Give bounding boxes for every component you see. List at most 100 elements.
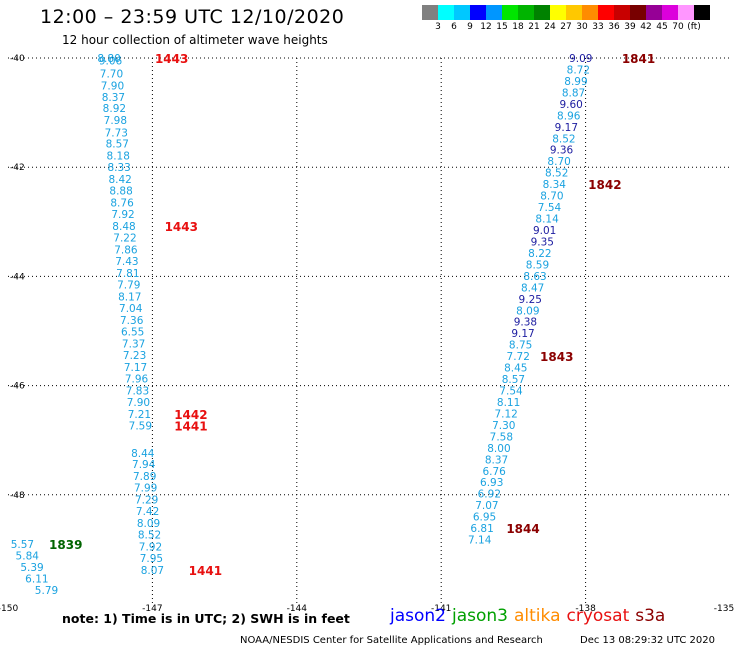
- swh-label: 7.37: [122, 339, 145, 351]
- time-label: 1839: [49, 538, 82, 552]
- swh-label: 8.70: [540, 191, 563, 203]
- y-tick-label: -46: [10, 382, 25, 392]
- color-scale-label: 27: [560, 22, 572, 32]
- swh-label: 7.54: [538, 202, 562, 214]
- color-swatch: [470, 5, 486, 20]
- swh-label: 5.39: [20, 562, 43, 574]
- swh-label: 8.99: [564, 76, 587, 88]
- color-scale-label: 33: [592, 22, 604, 32]
- swh-label: 7.04: [119, 303, 143, 315]
- y-tick-label: -48: [10, 491, 25, 501]
- color-swatch: [502, 5, 518, 20]
- swh-label: 7.83: [126, 386, 149, 398]
- swh-label: 9.36: [550, 145, 574, 157]
- swh-label: 9.06: [99, 56, 123, 68]
- color-scale-label: 45: [656, 22, 668, 32]
- color-scale-label: 36: [608, 22, 620, 32]
- swh-label: 7.21: [128, 409, 151, 421]
- swh-label: 7.90: [127, 397, 150, 409]
- color-scale-label: 24: [544, 22, 556, 32]
- swh-label: 8.00: [487, 443, 510, 455]
- swh-label: 9.17: [511, 328, 534, 340]
- swh-label: 8.47: [521, 282, 544, 294]
- swh-label: 7.36: [120, 315, 144, 327]
- y-tick-label: -44: [10, 272, 25, 282]
- swh-label: 8.52: [545, 168, 568, 180]
- swh-label: 7.07: [475, 500, 498, 512]
- color-scale-label: 70: [672, 22, 684, 32]
- color-scale-label: 21: [528, 22, 540, 32]
- x-tick-label: -147: [142, 604, 162, 614]
- y-tick-label: -40: [10, 54, 25, 64]
- swh-label: 7.54: [499, 386, 523, 398]
- swh-label: 8.45: [504, 363, 527, 375]
- swh-label: 8.37: [102, 92, 125, 104]
- swh-label: 8.57: [106, 139, 129, 151]
- swh-label: 5.84: [16, 550, 40, 562]
- swh-label: 6.93: [480, 477, 503, 489]
- swh-label: 6.92: [478, 489, 501, 501]
- color-swatch: [646, 5, 662, 20]
- color-swatch: [566, 5, 582, 20]
- satellite-legend: jason2 jason3 altika cryosat s3a: [390, 606, 671, 626]
- color-scale-label: 15: [496, 22, 508, 32]
- swh-label: 7.99: [134, 483, 157, 495]
- color-scale-label: 30: [576, 22, 588, 32]
- swh-label: 8.52: [138, 530, 161, 542]
- swh-label: 8.44: [131, 448, 155, 460]
- color-swatch: [614, 5, 630, 20]
- swh-label: 7.23: [123, 350, 146, 362]
- x-tick-label: -141: [431, 604, 451, 614]
- swh-label: 7.86: [114, 245, 138, 257]
- swh-label: 7.43: [115, 256, 138, 268]
- swh-label: 7.73: [105, 127, 128, 139]
- swh-label: 8.72: [567, 64, 590, 76]
- color-scale-unit: (ft): [687, 22, 701, 32]
- swh-label: 8.59: [526, 259, 549, 271]
- swh-label: 8.11: [497, 397, 520, 409]
- time-label: 1442: [174, 408, 207, 422]
- swh-label: 9.09: [569, 53, 592, 65]
- swh-label: 7.90: [101, 80, 124, 92]
- satellite-legend-altika: altika: [514, 606, 561, 626]
- swh-label: 7.14: [468, 535, 492, 547]
- color-swatch: [454, 5, 470, 20]
- satellite-legend-jason2: jason2: [390, 606, 446, 626]
- swh-label: 6.11: [25, 573, 48, 585]
- color-swatch: [438, 5, 454, 20]
- color-swatch: [662, 5, 678, 20]
- swh-label: 8.09: [137, 518, 160, 530]
- time-label: 1441: [174, 419, 207, 433]
- color-scale-label: 39: [624, 22, 636, 32]
- credit-text: NOAA/NESDIS Center for Satellite Applica…: [240, 635, 543, 646]
- swh-label: 7.70: [100, 68, 123, 80]
- swh-label: 7.42: [136, 506, 159, 518]
- color-swatch: [550, 5, 566, 20]
- swh-label: 8.34: [543, 179, 567, 191]
- swh-label: 9.60: [559, 99, 582, 111]
- color-scale-label: 12: [480, 22, 492, 32]
- swh-label: 8.09: [516, 305, 539, 317]
- swh-label: 7.95: [140, 553, 163, 565]
- swh-label: 8.63: [523, 271, 546, 283]
- footer-note: note: 1) Time is in UTC; 2) SWH is in fe…: [62, 611, 350, 626]
- swh-label: 8.57: [502, 374, 525, 386]
- swh-label: 7.98: [104, 115, 127, 127]
- page-subtitle: 12 hour collection of altimeter wave hei…: [62, 33, 328, 47]
- swh-label: 5.79: [35, 585, 58, 597]
- color-scale-label: 42: [640, 22, 652, 32]
- page-title: 12:00 – 23:59 UTC 12/10/2020: [40, 6, 345, 28]
- time-label: 1443: [155, 52, 188, 66]
- swh-label: 9.38: [514, 317, 537, 329]
- color-swatch: [422, 5, 438, 20]
- swh-label: 7.30: [492, 420, 515, 432]
- swh-label: 8.87: [562, 87, 585, 99]
- wave-height-map: -150 -147 -144 -141 -138 -135 -40 -42 -44 -46 -48 8…: [0, 52, 734, 614]
- swh-label: 7.92: [139, 542, 162, 554]
- swh-label: 7.96: [125, 374, 149, 386]
- y-tick-label: -42: [10, 163, 25, 173]
- swh-label: 6.55: [121, 327, 144, 339]
- time-label: 1842: [588, 178, 621, 192]
- color-swatch: [518, 5, 534, 20]
- swh-label: 8.52: [552, 133, 575, 145]
